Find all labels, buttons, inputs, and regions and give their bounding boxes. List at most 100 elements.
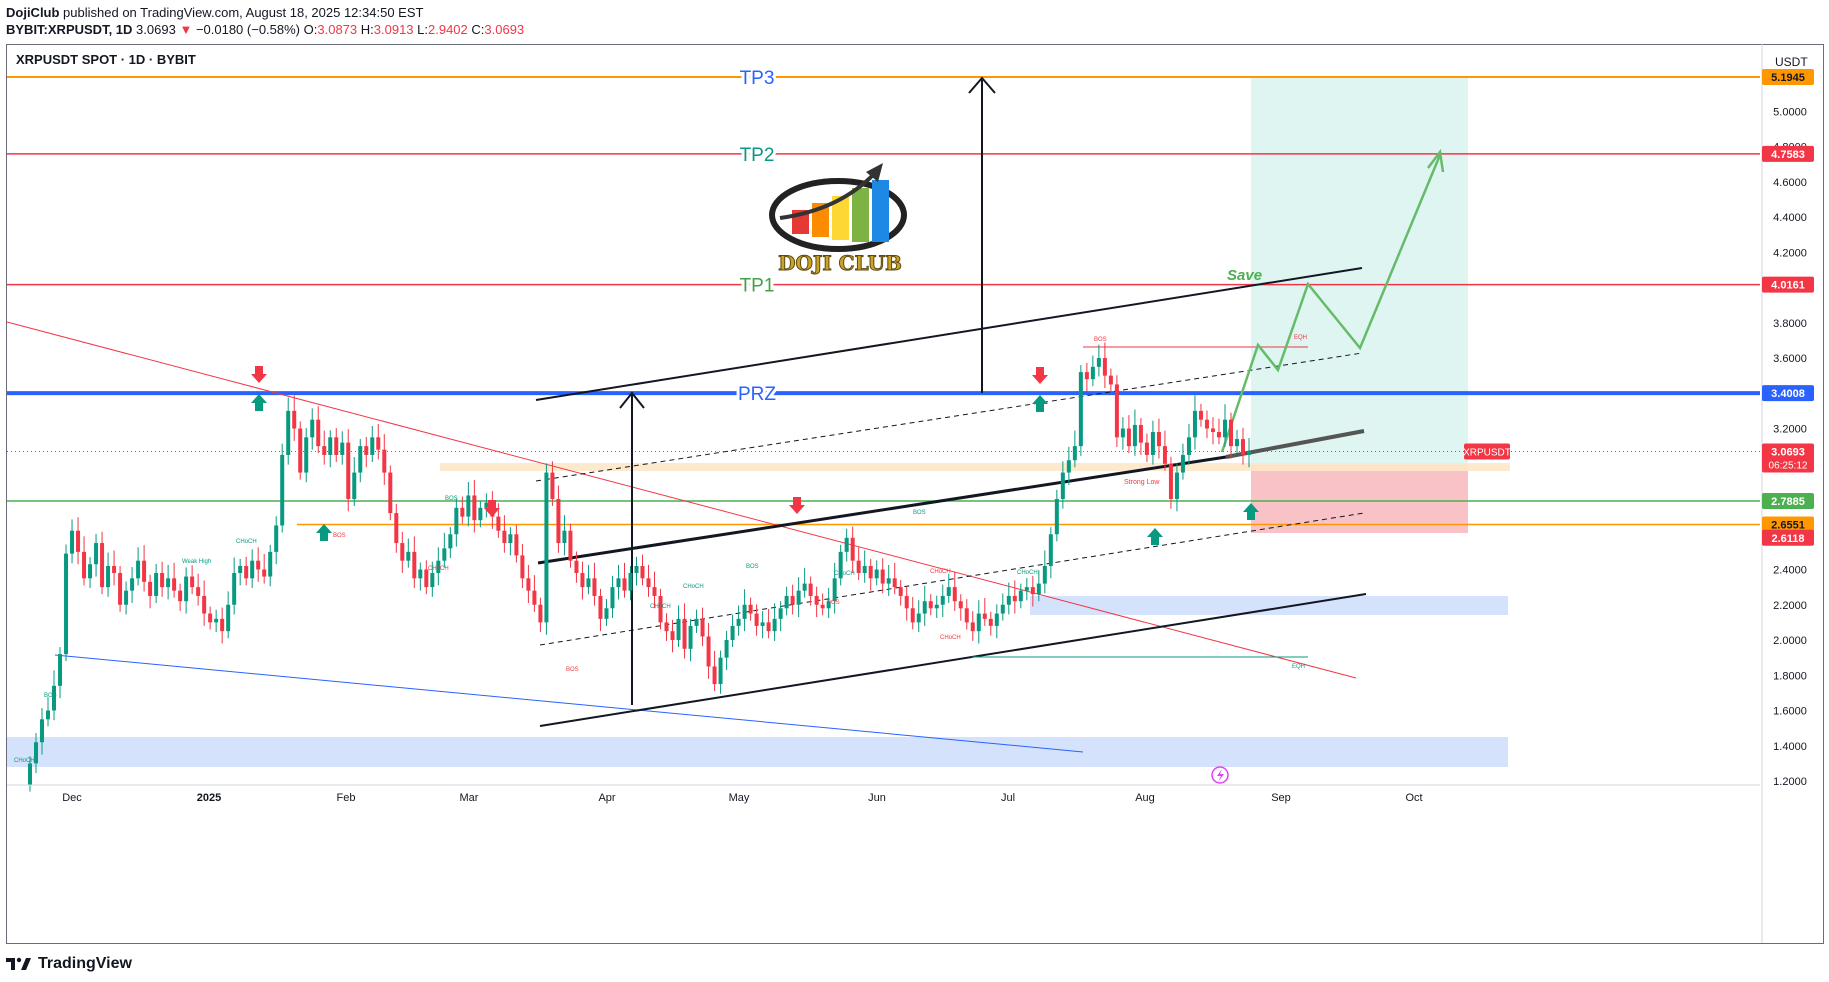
candle-body[interactable] (88, 564, 93, 579)
candle-body[interactable] (238, 565, 243, 574)
candle-body[interactable] (394, 513, 399, 544)
candle-body[interactable] (664, 622, 669, 632)
candle-body[interactable] (484, 502, 489, 508)
candle-body[interactable] (538, 604, 543, 623)
green-price-tag[interactable] (1762, 493, 1814, 510)
candle-body[interactable] (1240, 439, 1245, 455)
candle-body[interactable] (820, 604, 825, 609)
candle-body[interactable] (904, 595, 909, 609)
candle-body[interactable] (412, 551, 417, 579)
candle-body[interactable] (274, 525, 279, 552)
candle-body[interactable] (1198, 410, 1203, 420)
candle-body[interactable] (988, 618, 993, 626)
candle-body[interactable] (508, 534, 513, 544)
candle-body[interactable] (46, 710, 51, 720)
candle-body[interactable] (244, 565, 249, 579)
candle-body[interactable] (172, 578, 177, 591)
candle-body[interactable] (1186, 437, 1191, 455)
candle-body[interactable] (802, 583, 807, 591)
candle-body[interactable] (826, 601, 831, 609)
candle-body[interactable] (736, 618, 741, 626)
demand-zone-upper[interactable] (1030, 596, 1508, 615)
candle-body[interactable] (1150, 432, 1155, 455)
candle-body[interactable] (1204, 419, 1209, 429)
candle-body[interactable] (1006, 595, 1011, 605)
candle-body[interactable] (1090, 366, 1095, 380)
candle-body[interactable] (352, 472, 357, 499)
candle-body[interactable] (676, 618, 681, 640)
candle-body[interactable] (232, 573, 237, 605)
publisher-name[interactable]: DojiClub (6, 5, 60, 20)
candle-body[interactable] (1066, 460, 1071, 473)
candle-body[interactable] (706, 636, 711, 667)
candle-body[interactable] (1018, 590, 1023, 602)
candle-body[interactable] (964, 608, 969, 623)
candle-body[interactable] (1120, 428, 1125, 438)
candle-body[interactable] (970, 622, 975, 632)
candle-body[interactable] (1030, 587, 1035, 595)
candle-body[interactable] (544, 472, 549, 623)
candle-body[interactable] (574, 560, 579, 574)
candle-body[interactable] (922, 601, 927, 614)
candle-body[interactable] (856, 560, 861, 574)
candle-body[interactable] (142, 560, 147, 582)
candle-body[interactable] (310, 419, 315, 438)
candle-body[interactable] (1072, 446, 1077, 461)
candle-body[interactable] (202, 595, 207, 614)
candle-body[interactable] (406, 551, 411, 561)
candle-body[interactable] (106, 565, 111, 588)
candle-body[interactable] (1114, 384, 1119, 438)
candle-body[interactable] (190, 576, 195, 588)
projection-path[interactable] (1220, 154, 1442, 453)
candle-body[interactable] (646, 578, 651, 588)
candle-body[interactable] (376, 437, 381, 450)
candle-body[interactable] (946, 587, 951, 596)
lightning-icon[interactable] (1211, 766, 1229, 784)
candle-body[interactable] (670, 631, 675, 640)
candle-body[interactable] (1192, 410, 1197, 438)
candle-body[interactable] (808, 583, 813, 596)
candle-body[interactable] (178, 590, 183, 602)
candle-body[interactable] (760, 622, 765, 626)
candle-body[interactable] (1174, 472, 1179, 499)
candle-body[interactable] (772, 618, 777, 632)
candle-body[interactable] (976, 613, 981, 632)
candle-body[interactable] (916, 613, 921, 623)
candle-body[interactable] (616, 578, 621, 588)
candle-body[interactable] (1228, 419, 1233, 447)
tp1-price-tag[interactable] (1762, 276, 1814, 293)
candle-body[interactable] (844, 537, 849, 552)
candle-body[interactable] (58, 654, 63, 686)
candle-body[interactable] (586, 578, 591, 588)
tp3-price-tag[interactable] (1762, 68, 1814, 85)
candle-body[interactable] (478, 507, 483, 521)
candle-body[interactable] (1156, 432, 1161, 447)
candle-body[interactable] (382, 449, 387, 473)
currency-label[interactable]: USDT (1775, 55, 1808, 69)
candle-body[interactable] (460, 507, 465, 517)
candle-body[interactable] (1024, 587, 1029, 591)
candle-body[interactable] (328, 437, 333, 455)
candle-body[interactable] (1162, 446, 1167, 464)
candle-body[interactable] (940, 595, 945, 605)
candle-body[interactable] (520, 555, 525, 579)
candle-body[interactable] (1222, 419, 1227, 438)
candle-body[interactable] (958, 601, 963, 609)
candle-body[interactable] (304, 437, 309, 473)
candle-body[interactable] (358, 446, 363, 473)
candle-body[interactable] (1042, 565, 1047, 584)
candle-body[interactable] (814, 595, 819, 605)
candle-body[interactable] (1000, 604, 1005, 614)
candle-body[interactable] (634, 565, 639, 574)
candle-body[interactable] (742, 604, 747, 619)
candle-body[interactable] (166, 578, 171, 588)
candle-body[interactable] (604, 608, 609, 619)
candle-body[interactable] (892, 578, 897, 588)
candle-body[interactable] (448, 534, 453, 549)
candle-body[interactable] (778, 608, 783, 619)
candle-body[interactable] (1036, 583, 1041, 595)
last-price-tag[interactable] (1762, 443, 1814, 473)
candle-body[interactable] (100, 543, 105, 588)
candle-body[interactable] (196, 587, 201, 596)
tradingview-brand[interactable]: TradingView (38, 955, 132, 972)
